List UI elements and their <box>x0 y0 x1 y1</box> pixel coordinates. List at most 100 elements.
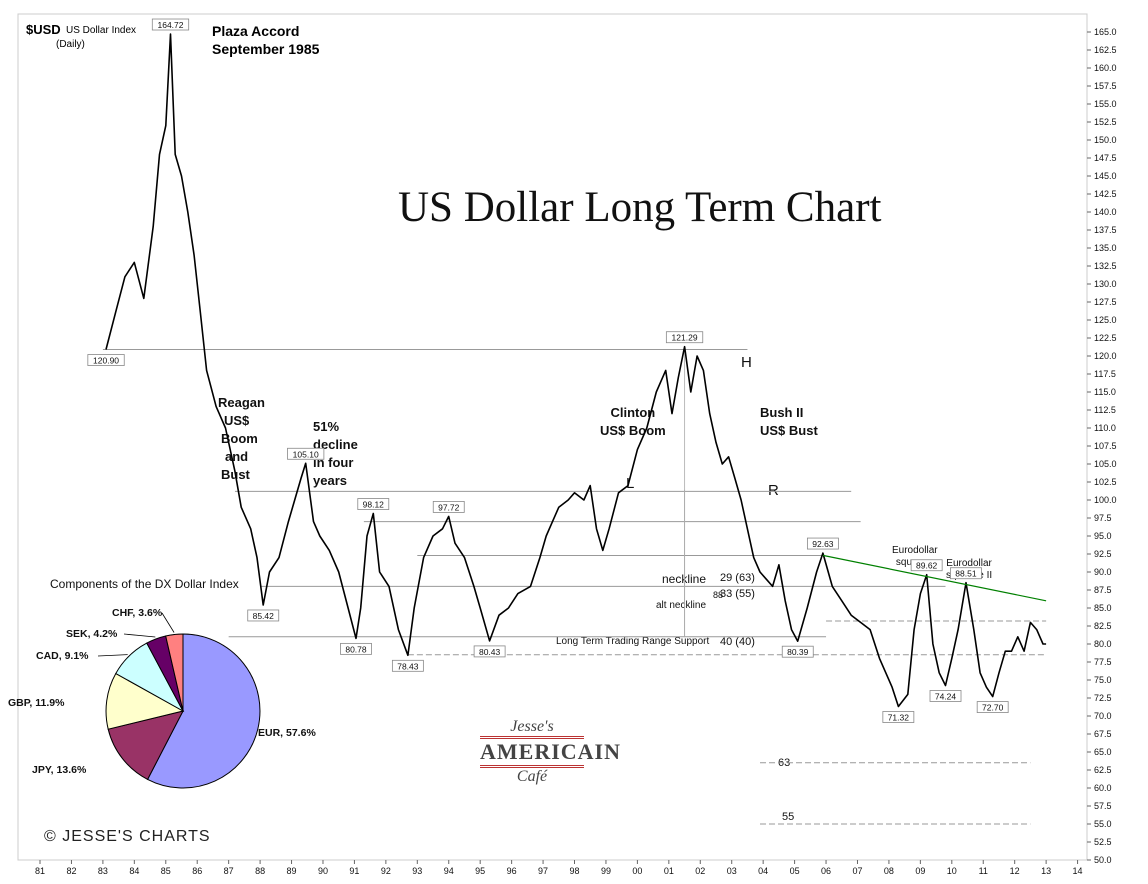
price-series-line <box>105 33 1047 708</box>
data-label-box <box>340 642 372 655</box>
y-tick-label: 57.5 <box>1094 801 1112 811</box>
data-label-text: 80.39 <box>787 647 809 657</box>
x-tick-label: 03 <box>727 866 737 876</box>
annotation-line: years <box>313 473 347 488</box>
plaza-accord-annotation: Plaza Accord September 1985 <box>212 22 319 58</box>
annotation-line: September 1985 <box>212 41 320 57</box>
data-label-text: 80.78 <box>345 644 367 654</box>
x-tick-label: 04 <box>758 866 768 876</box>
data-label: 97.72 <box>432 501 465 513</box>
y-tick-label: 50.0 <box>1094 855 1112 865</box>
data-label-box <box>391 659 424 672</box>
y-tick-label: 155.0 <box>1094 99 1117 109</box>
x-tick-label: 98 <box>570 866 580 876</box>
data-label-text: 164.72 <box>157 20 183 30</box>
y-tick-label: 85.0 <box>1094 603 1112 613</box>
y-tick-label: 145.0 <box>1094 171 1117 181</box>
y-tick-label: 105.0 <box>1094 459 1117 469</box>
credit-label: © JESSE'S CHARTS <box>44 828 211 845</box>
data-label-text: 105.10 <box>293 449 319 459</box>
pie-slice <box>107 710 184 781</box>
x-tick-label: 95 <box>475 866 485 876</box>
pie-label: GBP, 11.9% <box>8 697 65 709</box>
pie-label: EUR, 57.6% <box>258 727 316 739</box>
y-tick-label: 152.5 <box>1094 117 1117 127</box>
data-label-text: 97.72 <box>438 502 460 512</box>
decline-annotation: 51% decline in four years <box>313 418 358 490</box>
y-tick-label: 142.5 <box>1094 189 1117 199</box>
x-tick-label: 10 <box>947 866 957 876</box>
data-label: 78.43 <box>391 659 424 672</box>
annotation-line: Eurodollar <box>892 545 938 556</box>
annotation-line: Boom <box>221 431 258 446</box>
data-label: 88.51 <box>950 567 982 580</box>
period-label: (Daily) <box>56 39 85 50</box>
y-tick-label: 90.0 <box>1094 567 1112 577</box>
pie-slice <box>165 633 184 712</box>
y-tick-label: 122.5 <box>1094 333 1117 343</box>
right-shoulder-label: R <box>768 482 779 499</box>
x-tick-label: 90 <box>318 866 328 876</box>
data-label: 80.43 <box>473 645 506 658</box>
y-tick-label: 125.0 <box>1094 315 1117 325</box>
y-tick-label: 135.0 <box>1094 243 1117 253</box>
annotation-line: US$ Bust <box>760 423 818 438</box>
x-tick-label: 82 <box>66 866 76 876</box>
data-label-box <box>806 537 839 550</box>
data-label: 120.90 <box>87 354 125 366</box>
y-tick-label: 147.5 <box>1094 153 1117 163</box>
x-tick-label: 83 <box>98 866 108 876</box>
data-label: 71.32 <box>882 711 915 723</box>
trend-line <box>822 554 1047 602</box>
x-tick-label: 05 <box>790 866 800 876</box>
x-tick-label: 97 <box>538 866 548 876</box>
logo-line: Jesse's <box>510 718 554 735</box>
clinton-annotation: Clinton US$ Boom <box>600 404 666 440</box>
y-tick-label: 112.5 <box>1094 405 1116 415</box>
annotation-line: Bush II <box>760 405 804 420</box>
data-label-text: 78.43 <box>397 661 419 671</box>
y-tick-label: 110.0 <box>1094 423 1116 433</box>
x-tick-label: 96 <box>507 866 517 876</box>
y-tick-label: 72.5 <box>1094 693 1112 703</box>
x-tick-label: 86 <box>192 866 202 876</box>
bush-annotation: Bush II US$ Bust <box>760 404 818 440</box>
x-tick-label: 81 <box>35 866 45 876</box>
y-tick-label: 102.5 <box>1094 477 1117 487</box>
y-tick-label: 80.0 <box>1094 639 1112 649</box>
x-tick-label: 07 <box>852 866 862 876</box>
data-label: 164.72 <box>151 18 190 31</box>
y-tick-label: 137.5 <box>1094 225 1117 235</box>
data-label-text: 80.43 <box>479 647 501 657</box>
x-tick-label: 91 <box>349 866 359 876</box>
x-tick-label: 02 <box>695 866 705 876</box>
data-label: 85.42 <box>247 609 280 622</box>
x-tick-label: 89 <box>287 866 297 876</box>
logo-line: Café <box>516 768 548 785</box>
annotation-line: Eurodollar <box>946 558 992 569</box>
y-tick-label: 87.5 <box>1094 585 1112 595</box>
data-label-box <box>357 498 390 510</box>
data-label-text: 72.70 <box>982 703 1004 713</box>
y-tick-label: 55.0 <box>1094 819 1112 829</box>
head-label: H <box>741 354 752 371</box>
y-tick-label: 82.5 <box>1094 621 1112 631</box>
data-label-box <box>287 447 325 460</box>
x-tick-label: 93 <box>412 866 422 876</box>
y-tick-label: 100.0 <box>1094 495 1117 505</box>
y-tick-label: 60.0 <box>1094 783 1112 793</box>
target-63-label: 63 <box>778 757 791 769</box>
x-tick-label: 12 <box>1010 866 1020 876</box>
pie-label: SEK, 4.2% <box>66 628 118 640</box>
y-tick-label: 107.5 <box>1094 441 1117 451</box>
x-tick-label: 94 <box>444 866 454 876</box>
data-label-text: 74.24 <box>935 691 957 701</box>
data-label-box <box>910 559 943 572</box>
data-label-box <box>247 609 280 622</box>
pie-label: CHF, 3.6% <box>112 607 163 619</box>
data-label-box <box>665 331 704 344</box>
data-label-box <box>976 701 1009 713</box>
pie-label: CAD, 9.1% <box>36 650 89 662</box>
pie-leader-line <box>97 654 128 657</box>
